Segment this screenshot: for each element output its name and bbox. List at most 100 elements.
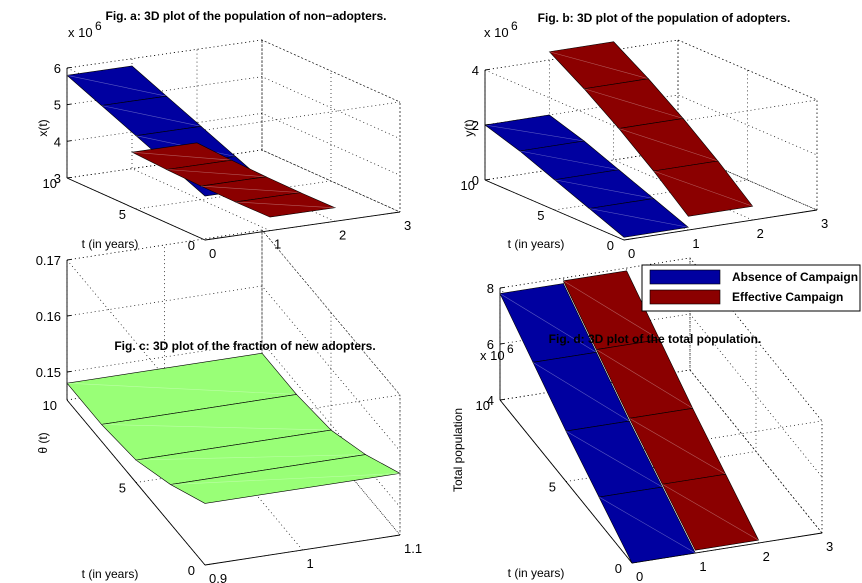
exponent-power: 6 (507, 342, 514, 356)
x-tick-label: 0 (628, 246, 635, 261)
exponent-power: 6 (511, 19, 518, 33)
x-tick-label: 1.1 (404, 541, 422, 556)
surface-mesh-line (532, 362, 630, 422)
x-tick-label: 0 (209, 246, 216, 261)
surface-mesh-line (166, 169, 267, 178)
surface-facet (661, 473, 760, 551)
grid-line (484, 40, 679, 181)
x-tick-label: 1 (274, 237, 281, 252)
surface-mesh-line (662, 483, 759, 541)
y-tick-label: 0 (607, 238, 614, 253)
y-axis (66, 177, 206, 241)
x-tick-label: 0.9 (209, 571, 227, 583)
legend-label: Absence of Campaign (732, 270, 858, 284)
legend: Absence of Campaign Effective Campaign (641, 264, 861, 312)
surface-effective-campaign (131, 142, 337, 218)
z-tick (484, 178, 490, 181)
surface-mesh-line (131, 151, 232, 161)
exponent-label: x 10 (480, 348, 505, 363)
y-axis (499, 399, 633, 564)
y-axis (66, 399, 206, 566)
surface-mesh-line (101, 424, 332, 431)
y-tick-label: 0 (188, 238, 195, 253)
surface-absence-of-campaign (499, 283, 696, 564)
x-tick-label: 3 (821, 216, 828, 231)
exponent-label: x 10 (68, 25, 93, 40)
x-tick-label: 1 (699, 559, 706, 574)
z-tick (66, 176, 72, 179)
z-tick (484, 68, 490, 71)
grid-line (66, 112, 401, 176)
panel-title: Fig. b: 3D plot of the population of ado… (538, 11, 791, 25)
surface-mesh-line (618, 128, 719, 162)
grid-line (204, 101, 401, 131)
z-tick-label: 5 (54, 98, 61, 113)
x-axis (204, 534, 401, 566)
z-tick-label: 0.16 (36, 309, 61, 324)
grid-line (484, 94, 818, 156)
surface-mesh-line (200, 185, 301, 193)
z-tick (499, 286, 505, 289)
y-tick-label: 10 (461, 178, 475, 193)
z-tick (484, 123, 490, 126)
surface-effective-campaign (548, 41, 754, 217)
legend-swatch (649, 289, 721, 305)
surface-effective-campaign (562, 270, 760, 551)
x-axis (204, 211, 401, 241)
z-tick (66, 314, 72, 317)
z-tick (66, 370, 72, 373)
x-tick-label: 2 (339, 227, 346, 242)
z-tick-label: 4 (487, 393, 494, 408)
surface-mesh-line (66, 382, 297, 395)
surface-absence-of-campaign (484, 114, 690, 238)
y-tick-label: 10 (476, 398, 490, 413)
x-tick-label: 1 (692, 236, 699, 251)
grid-line (623, 100, 818, 241)
surface-mesh-line (135, 454, 366, 461)
z-tick-label: 2 (472, 118, 479, 133)
z-tick-label: 0.15 (36, 365, 61, 380)
z-tick-label: 6 (487, 337, 494, 352)
surface-mesh-line (101, 105, 202, 127)
panel-title: Fig. c: 3D plot of the fraction of new a… (114, 339, 375, 353)
z-axis-label: y(t) (462, 119, 476, 136)
z-axis-label: θ (t) (36, 432, 50, 453)
grid-line (261, 230, 401, 536)
grid-line (66, 229, 401, 396)
z-tick (66, 140, 72, 142)
z-tick-label: 0.17 (36, 253, 61, 268)
surface-mesh-line (66, 75, 167, 97)
x-tick-label: 1 (307, 556, 314, 571)
surface-mesh-line (565, 430, 663, 488)
grid-line (484, 149, 818, 211)
y-tick-label: 10 (43, 398, 57, 413)
z-tick-label: 4 (54, 134, 61, 149)
y-axis-label: t (in years) (508, 566, 565, 580)
z-tick (499, 398, 505, 401)
y-axis (484, 179, 625, 241)
panel-b: 0 2 4 0 1 2 3 0 5 10 Fig. b: 3D plot of the popula… (461, 11, 829, 261)
panel-title: Fig. d: 3D plot of the total population. (549, 332, 762, 346)
x-tick-label: 3 (826, 539, 833, 554)
x-tick-label: 2 (763, 549, 770, 564)
surface-mesh-line (563, 280, 660, 340)
y-tick-label: 5 (119, 207, 126, 222)
x-axis (623, 209, 818, 241)
surface-mesh-line (549, 51, 649, 80)
y-tick-label: 5 (549, 480, 556, 495)
surface-facet (234, 192, 337, 218)
surface-facet (598, 486, 696, 564)
panel-d: 4 6 8 0 1 2 3 0 5 10 Fig. d: 3D plot of the total … (451, 257, 833, 583)
grid-line (261, 40, 401, 213)
z-tick-label: 0 (472, 173, 479, 188)
surface-mesh-line (583, 88, 684, 119)
y-tick-label: 10 (43, 176, 57, 191)
x-tick-label: 0 (636, 569, 643, 583)
grid-line (164, 245, 303, 551)
z-tick (66, 66, 72, 69)
surface-mesh-line (653, 170, 753, 207)
z-axis-label: Total population (451, 408, 465, 492)
grid-line (66, 39, 263, 69)
surface-mesh-line (235, 201, 336, 209)
